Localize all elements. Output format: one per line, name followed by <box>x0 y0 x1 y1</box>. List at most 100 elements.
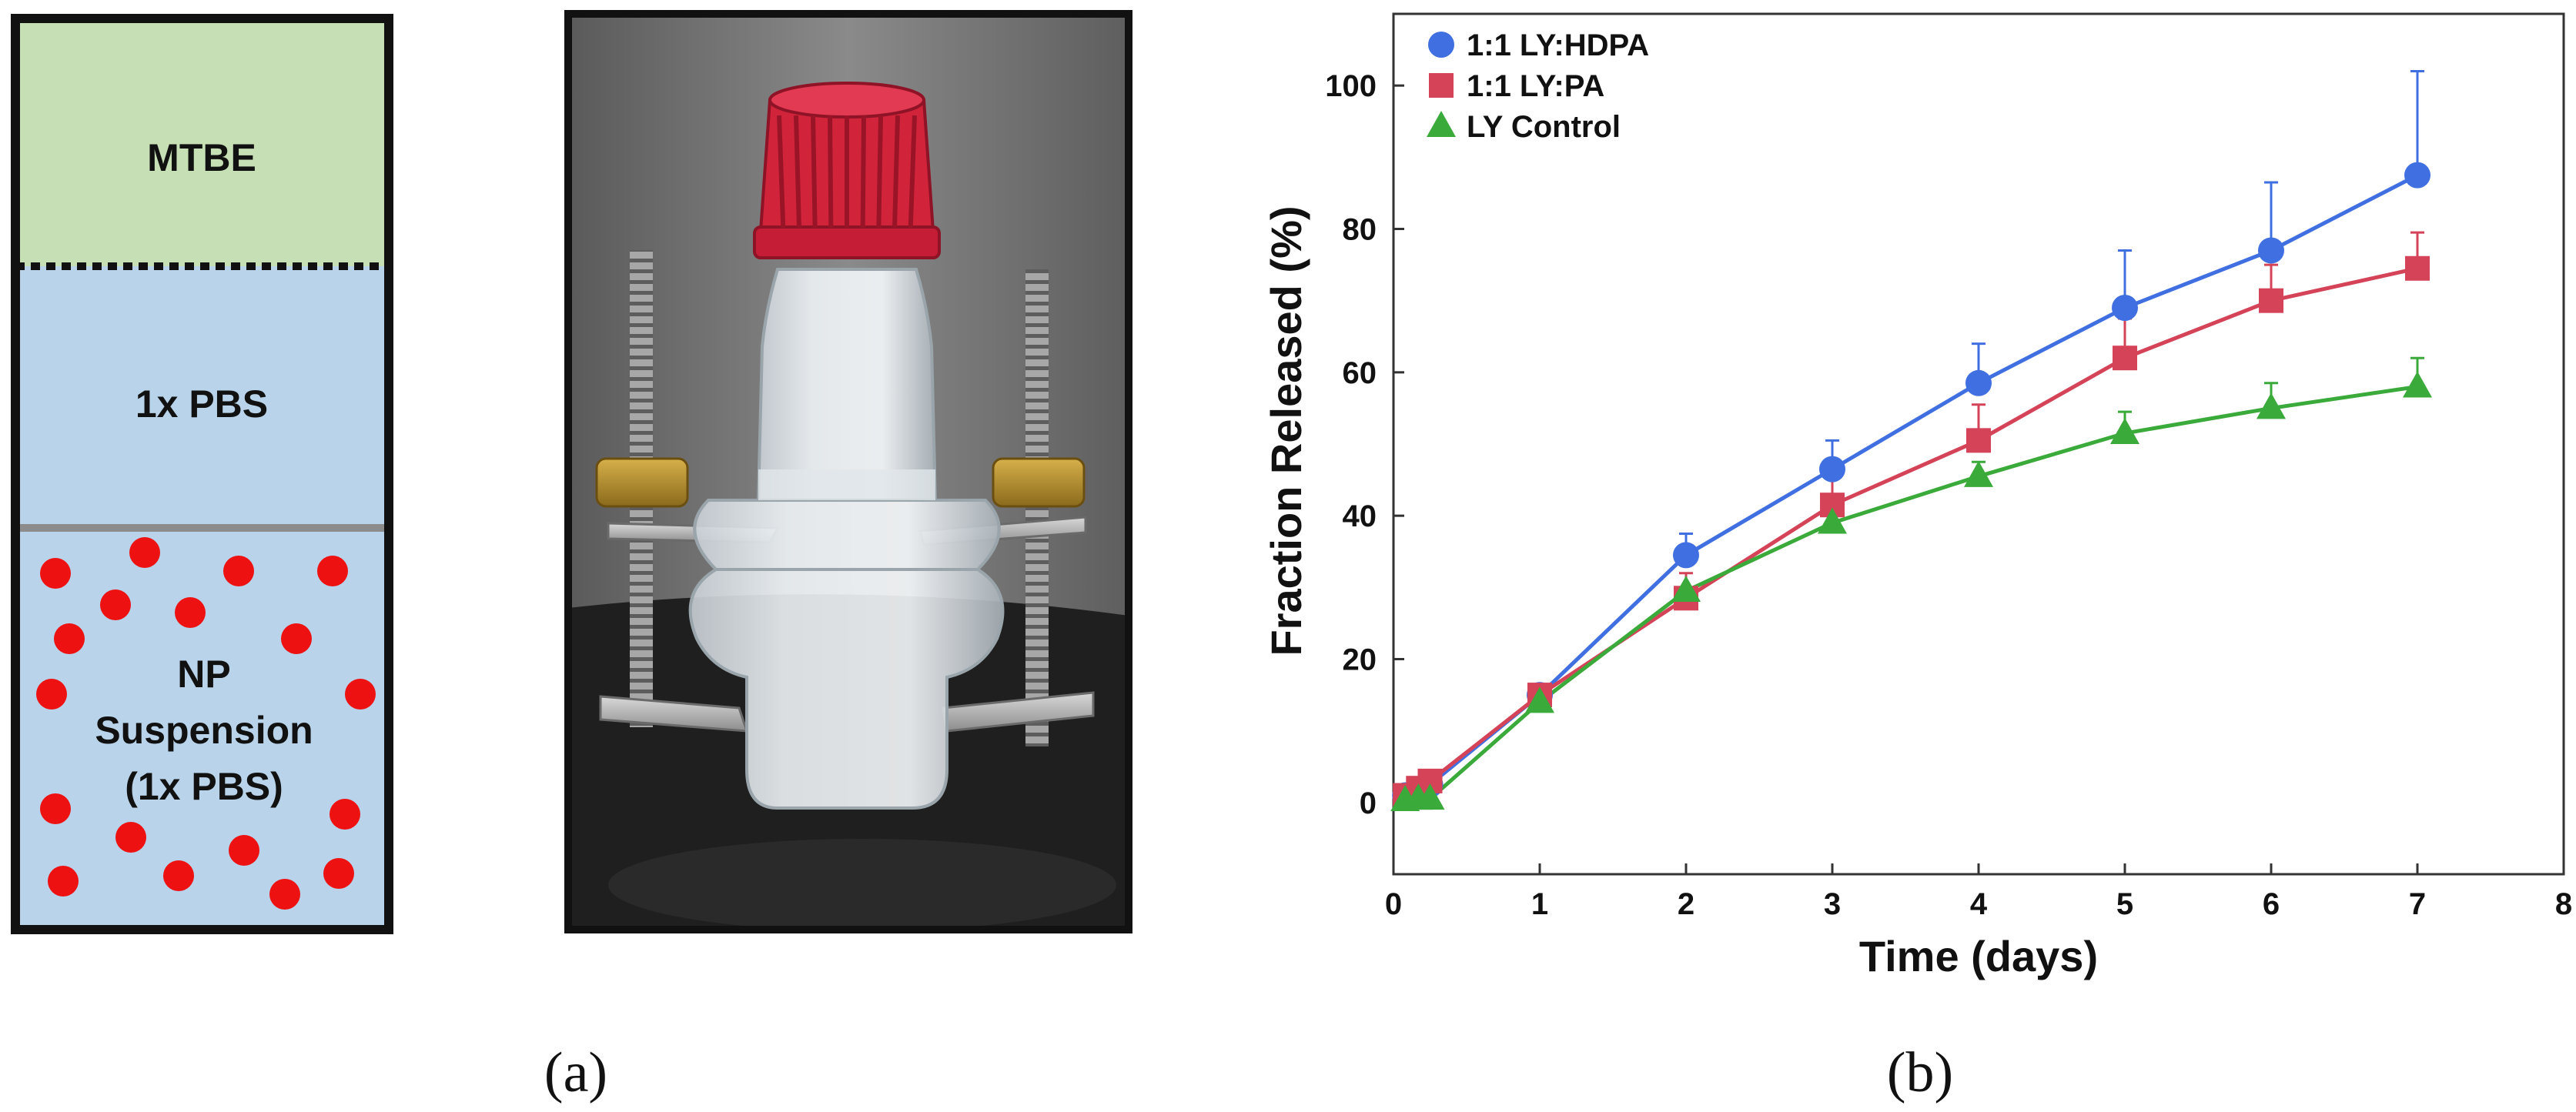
mtbe-layer <box>15 18 389 266</box>
right-threaded-rod <box>1025 269 1049 746</box>
cap-rib <box>908 115 917 229</box>
data-point <box>1818 507 1847 534</box>
data-markers <box>1390 162 2432 812</box>
series-lines <box>1404 173 2419 803</box>
data-point <box>2110 418 2139 445</box>
data-point <box>2403 371 2432 398</box>
data-point <box>1673 542 1699 569</box>
y-tick-label: 20 <box>1343 643 1377 677</box>
x-tick-label: 3 <box>1824 887 1841 921</box>
nanoparticle-dot <box>40 793 71 824</box>
red-cap-skirt <box>753 225 941 259</box>
data-point <box>2258 237 2284 264</box>
series-line <box>1404 173 2419 797</box>
pbs-label: 1x PBS <box>135 382 268 426</box>
mtbe-label: MTBE <box>147 136 256 179</box>
nanoparticle-dot <box>345 679 376 710</box>
x-tick-label: 2 <box>1678 887 1694 921</box>
nanoparticle-dot <box>330 799 360 830</box>
y-tick-label: 100 <box>1325 69 1377 103</box>
nanoparticle-dot <box>54 623 85 654</box>
data-point <box>1415 783 1445 810</box>
pbs-layer <box>15 266 389 528</box>
np-suspension-label-line-3: (1x PBS) <box>125 765 283 808</box>
data-point <box>1965 369 1992 396</box>
x-tick-label: 0 <box>1385 887 1402 921</box>
vial-upper-chamber <box>756 268 938 502</box>
data-point <box>2257 392 2286 419</box>
nanoparticle-dot <box>40 558 71 589</box>
data-point <box>2259 288 2283 313</box>
data-point <box>1819 456 1845 483</box>
np-suspension-layer <box>15 528 389 930</box>
nanoparticle-dot <box>175 597 206 628</box>
legend-marker <box>1427 111 1456 137</box>
data-point <box>1671 575 1701 602</box>
cap-rib <box>777 115 786 229</box>
nanoparticle-dot <box>36 679 67 710</box>
right-brass-nut <box>992 457 1086 508</box>
legend-label: 1:1 LY:PA <box>1467 69 1604 103</box>
nanoparticle-dots <box>36 537 376 910</box>
panel-label-b: (b) <box>1887 1041 1953 1104</box>
vial-liquid-band <box>758 469 935 500</box>
photo-border <box>564 10 1132 933</box>
y-tick-label: 40 <box>1343 499 1377 533</box>
x-tick-label: 6 <box>2263 887 2280 921</box>
nanoparticle-dot <box>48 866 79 897</box>
nanoparticle-dot <box>323 858 354 889</box>
panel-label-a: (a) <box>544 1041 607 1104</box>
nanoparticle-dot <box>100 589 131 620</box>
data-point <box>1966 428 1991 453</box>
nanoparticle-dot <box>223 556 254 586</box>
x-tick-label: 8 <box>2555 887 2572 921</box>
y-axis-ticks: 0 20 40 60 80 100 <box>1325 69 1404 820</box>
red-cap-top <box>768 82 925 119</box>
bench-highlight <box>608 839 1116 931</box>
y-tick-label: 80 <box>1343 213 1377 247</box>
nanoparticle-dot <box>229 835 259 866</box>
y-tick-label: 60 <box>1343 356 1377 390</box>
cap-rib <box>860 115 866 229</box>
error-bars <box>1679 70 2424 599</box>
nanoparticle-dot <box>129 537 160 568</box>
nanoparticle-dot <box>281 623 312 654</box>
np-suspension-label-line-2: Suspension <box>95 709 313 752</box>
cap-rib <box>811 115 818 229</box>
data-point <box>2113 346 2137 371</box>
extraction-schematic: MTBE 1x PBS NP Suspension (1x PBS) <box>11 14 393 934</box>
cap-ribs <box>777 115 917 229</box>
series-line <box>1404 266 2418 797</box>
nanoparticle-dot <box>317 556 348 586</box>
vial-photograph <box>564 10 1132 933</box>
nanoparticle-dot <box>115 822 146 853</box>
schematic-border <box>11 14 393 934</box>
x-tick-label: 5 <box>2116 887 2133 921</box>
data-point <box>2404 162 2430 189</box>
legend-label: 1:1 LY:HDPA <box>1467 28 1649 62</box>
data-point <box>2405 255 2430 281</box>
cap-rib <box>876 115 883 229</box>
data-point <box>2112 294 2138 321</box>
x-axis-ticks: 0 1 2 3 4 5 6 7 8 <box>1385 863 2572 921</box>
np-suspension-label-line-1: NP <box>177 653 230 696</box>
x-tick-label: 4 <box>1970 887 1988 921</box>
x-tick-label: 1 <box>1531 887 1548 921</box>
legend-label: LY Control <box>1467 110 1621 144</box>
vial-flange <box>693 499 1001 571</box>
left-brass-nut <box>595 457 689 508</box>
y-axis-title: Fraction Released (%) <box>1262 205 1310 656</box>
chart-legend: 1:1 LY:HDPA 1:1 LY:PA LY Control <box>1427 28 1649 144</box>
x-tick-label: 7 <box>2409 887 2426 921</box>
y-tick-label: 0 <box>1360 786 1377 820</box>
nanoparticle-dot <box>269 879 300 910</box>
series-line <box>1404 384 2418 803</box>
vial-lower-chamber <box>688 568 1005 810</box>
data-point <box>1525 686 1554 713</box>
cap-rib <box>794 115 801 229</box>
legend-marker <box>1428 32 1454 58</box>
legend-marker <box>1429 73 1454 98</box>
cap-rib <box>828 115 834 229</box>
release-chart: 0 1 2 3 4 5 6 7 8 0 20 40 60 80 100 Time (days) Fract… <box>1262 12 2572 980</box>
